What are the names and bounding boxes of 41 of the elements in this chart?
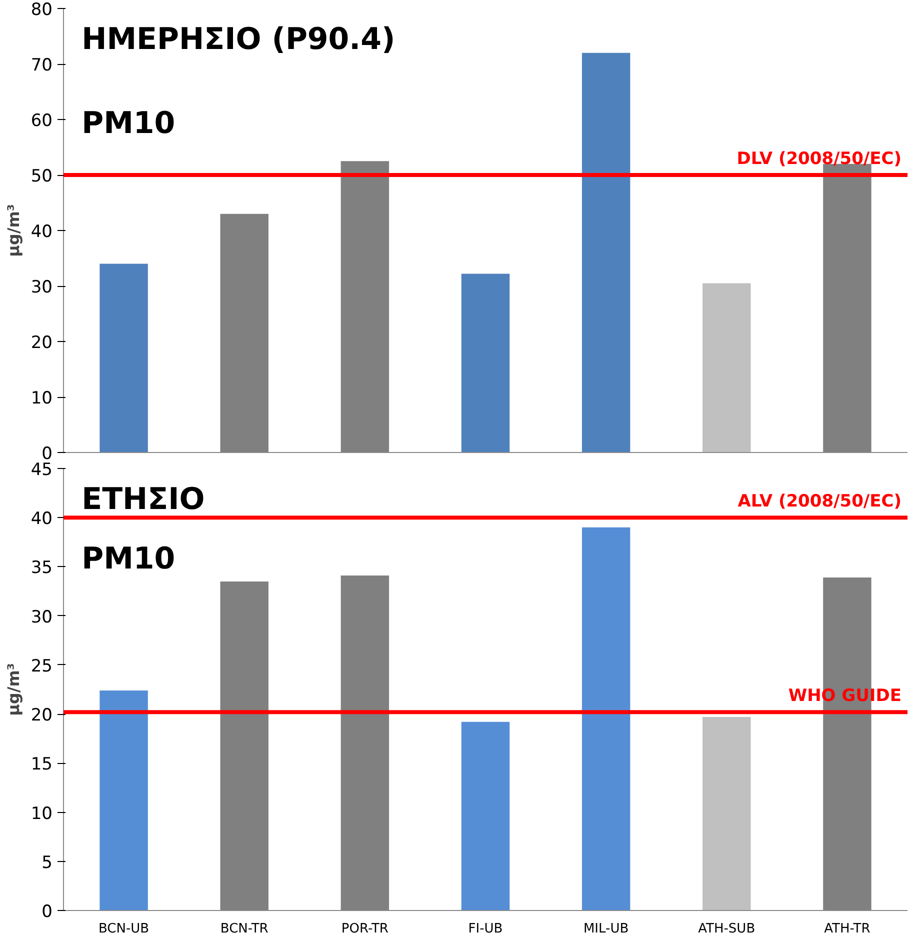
y-tick-label: 15 (30, 754, 53, 775)
y-tick-label: 35 (30, 558, 53, 578)
annotation: ΗΜΕΡΗΣΙΟ (P90.4) (82, 22, 396, 57)
y-tick-label: 20 (30, 333, 53, 353)
x-tick-label: ATH-TR (824, 922, 870, 936)
y-tick-label: 60 (30, 111, 53, 131)
y-tick-label: 10 (30, 804, 53, 824)
bar (461, 274, 510, 452)
y-tick-label: 30 (30, 607, 53, 628)
annotation: PM10 (82, 106, 176, 142)
y-tick-label: 40 (30, 509, 53, 530)
x-tick-label: FI-UB (468, 922, 503, 936)
ref-line-label: DLV (2008/50/EC) (736, 149, 902, 169)
y-tick-label: 70 (30, 56, 53, 76)
bar (702, 283, 751, 452)
x-tick-label: POR-TR (341, 922, 388, 936)
y-axis-title: μg/m³ (4, 204, 23, 257)
annotation: ΕΤΗΣΙΟ (82, 482, 205, 517)
annotation: PM10 (82, 541, 176, 576)
x-tick-label: MIL-UB (583, 922, 629, 936)
ref-line-label: ALV (2008/50/EC) (738, 492, 902, 512)
bar (582, 52, 630, 452)
x-tick-label: ATH-SUB (698, 922, 756, 936)
y-tick-label: 25 (30, 656, 53, 676)
y-tick-label: 0 (42, 902, 53, 922)
bar (461, 722, 510, 910)
bar (100, 264, 148, 452)
y-tick-label: 40 (30, 222, 53, 242)
bar (582, 527, 630, 910)
y-tick-label: 5 (42, 852, 53, 873)
y-axis-title: μg/m³ (4, 663, 23, 716)
x-tick-label: BCN-UB (98, 922, 150, 936)
y-tick-label: 30 (30, 278, 53, 298)
bar (702, 717, 751, 910)
y-tick-label: 50 (30, 166, 53, 186)
ref-line-label: WHO GUIDE (788, 686, 902, 706)
x-tick-label: BCN-TR (220, 922, 268, 936)
bar (100, 690, 148, 910)
y-tick-label: 10 (30, 388, 53, 408)
y-tick-label: 20 (30, 706, 53, 726)
y-tick-label: 80 (30, 0, 53, 20)
